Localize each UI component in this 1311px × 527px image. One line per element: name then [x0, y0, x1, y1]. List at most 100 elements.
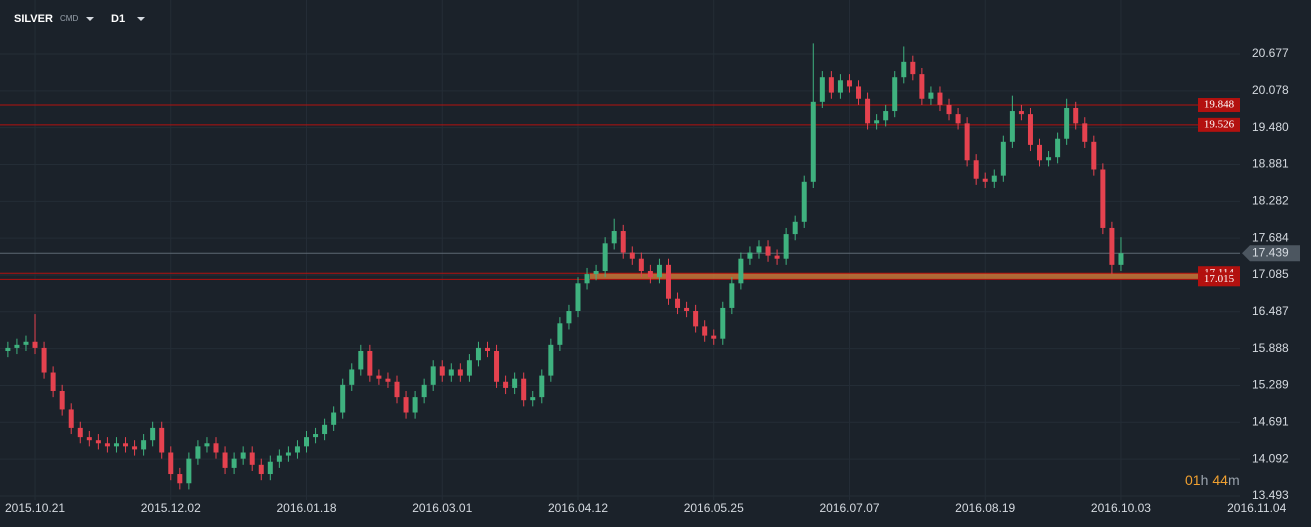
candle-body — [177, 474, 183, 484]
axes: 13.493 14.092 14.691 15.289 15.888 16.487 17.0… — [5, 46, 1300, 515]
x-tick-label: 2015.10.21 — [5, 501, 65, 515]
candle-body — [837, 80, 843, 93]
candle-body — [77, 427, 83, 438]
candle-body — [5, 347, 11, 351]
countdown-unit: h — [1201, 472, 1209, 488]
candle-body — [1037, 144, 1043, 161]
candle-body — [258, 464, 264, 475]
level-label-box — [1198, 117, 1240, 132]
x-tick-label: 2016.05.25 — [684, 501, 744, 515]
candle-body — [231, 458, 237, 468]
timeframe[interactable]: D1 — [111, 13, 125, 25]
candle-body — [1064, 107, 1070, 139]
candle-body — [222, 452, 228, 468]
candle-body — [720, 307, 726, 339]
candle-body — [991, 175, 997, 182]
candle-body — [141, 440, 147, 450]
level-label-box — [1198, 98, 1240, 113]
candle-body — [856, 86, 862, 99]
candle-body — [638, 258, 644, 272]
candle-body — [276, 455, 282, 462]
candle-body — [828, 77, 834, 93]
candle-body — [285, 452, 291, 456]
candle-body — [448, 369, 454, 376]
market[interactable]: CMD — [60, 14, 78, 23]
candle-body — [973, 160, 979, 179]
symbol[interactable]: SILVER — [14, 13, 53, 25]
candle-body — [1027, 114, 1033, 145]
candle-body — [702, 326, 708, 336]
candle-body — [593, 271, 599, 275]
candle-body — [1046, 157, 1052, 161]
candle-body — [901, 61, 907, 78]
candle-body — [919, 74, 925, 99]
candles — [5, 43, 1124, 490]
candle-body — [240, 452, 246, 459]
levels — [0, 104, 1240, 280]
candle-body — [50, 372, 56, 391]
candle-body — [1082, 123, 1088, 142]
candle-body — [946, 104, 952, 115]
dropdown-arrow[interactable] — [137, 17, 145, 21]
candle-body — [59, 390, 65, 410]
candle-body — [810, 101, 816, 182]
candle-body — [204, 443, 210, 447]
candle-body — [304, 437, 310, 447]
candle-body — [68, 409, 74, 428]
candle-body — [1073, 107, 1079, 124]
candle-body — [521, 378, 527, 401]
candle-body — [104, 443, 110, 447]
candle-body — [557, 323, 563, 345]
candle-body — [756, 246, 762, 253]
candle-body — [132, 446, 138, 450]
candle-body — [195, 446, 201, 459]
y-tick-label: 17.085 — [1252, 267, 1289, 281]
candle-body — [394, 381, 400, 398]
candle-body — [892, 77, 898, 112]
candle-body — [675, 298, 681, 308]
candle-body — [819, 77, 825, 102]
candle-body — [1118, 253, 1124, 265]
candle-body — [32, 341, 38, 348]
countdown-hours: 01 — [1185, 472, 1201, 488]
candle-body — [846, 80, 852, 87]
candle-body — [982, 178, 988, 182]
y-tick-label: 17.684 — [1252, 230, 1289, 244]
candle-body — [656, 264, 662, 278]
candle-body — [475, 347, 481, 361]
candle-body — [113, 443, 119, 447]
candle-body — [783, 234, 789, 259]
level-label-box — [1198, 272, 1240, 287]
countdown-minutes: 44 — [1212, 472, 1228, 488]
candle-body — [774, 255, 780, 259]
support-zone — [590, 273, 1240, 280]
candle-body — [693, 311, 699, 327]
y-tick-label: 15.888 — [1252, 341, 1289, 355]
candle-body — [530, 397, 536, 401]
candle-body — [684, 307, 690, 312]
candle-body — [322, 424, 328, 435]
dropdown-arrow[interactable] — [86, 17, 94, 21]
candle-body — [1091, 141, 1097, 170]
y-tick-label: 14.092 — [1252, 451, 1289, 465]
last-price-label: 17.439 — [1252, 245, 1289, 259]
candle-body — [665, 264, 671, 299]
candle-body — [1000, 141, 1006, 176]
candle-body — [1109, 227, 1115, 265]
candle-body — [566, 311, 572, 324]
candle-body — [186, 458, 192, 484]
candle-body — [937, 92, 943, 105]
candle-body — [159, 427, 165, 453]
countdown-unit: m — [1228, 472, 1240, 488]
candle-body — [376, 375, 382, 379]
x-tick-label: 2016.11.04 — [1227, 501, 1286, 515]
candle-body — [168, 452, 174, 475]
candle-body — [421, 384, 427, 398]
y-tick-label: 19.480 — [1252, 120, 1289, 134]
x-tick-label: 2016.07.07 — [819, 501, 879, 515]
last-price-box — [1242, 245, 1300, 262]
candle-body — [1018, 111, 1024, 115]
y-tick-label: 20.078 — [1252, 83, 1289, 97]
